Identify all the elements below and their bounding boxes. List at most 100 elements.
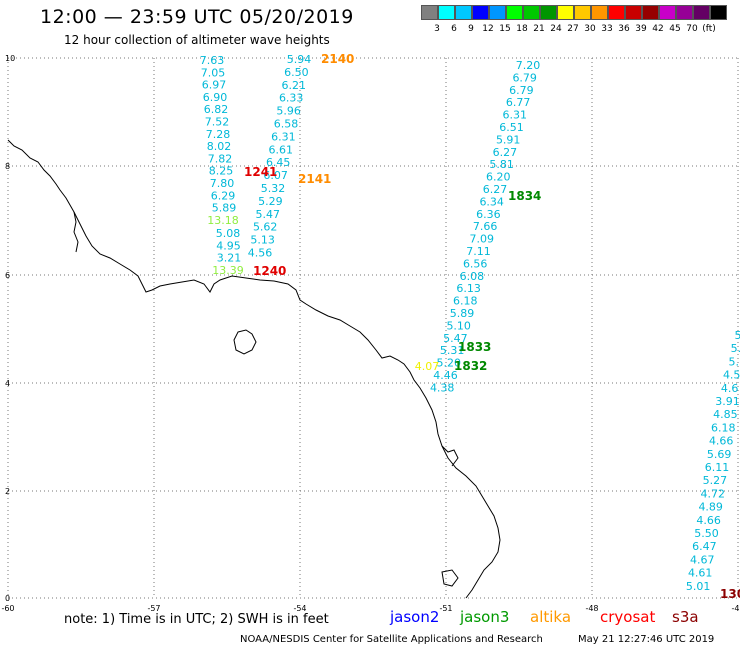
- x-tick-label: -51: [439, 604, 452, 613]
- legend-label: 70: [686, 24, 698, 34]
- wave-height-value: 5.13: [250, 234, 275, 247]
- legend-label: 9: [468, 24, 474, 34]
- wave-height-value: 5: [735, 329, 740, 342]
- wave-height-value: 6.07: [263, 169, 288, 182]
- legend-swatch: [625, 5, 642, 20]
- legend-swatch: [693, 5, 710, 20]
- legend-swatch: [506, 5, 523, 20]
- wave-height-value: 4.5: [723, 369, 740, 382]
- wave-height-value: 6.97: [202, 79, 227, 92]
- track-label: 1240: [253, 264, 286, 278]
- wave-height-value: 7.09: [470, 233, 495, 246]
- page-title: 12:00 — 23:59 UTC 05/20/2019: [40, 6, 354, 28]
- wave-height-value: 4.07: [415, 360, 440, 373]
- wave-height-value: 5.08: [216, 227, 241, 240]
- wave-height-value: 4.72: [701, 487, 726, 500]
- wave-height-value: 7.05: [201, 66, 226, 79]
- wave-height-value: 5.69: [707, 448, 732, 461]
- wave-height-value: 5.91: [496, 133, 521, 146]
- wave-height-value: 6.21: [282, 79, 307, 92]
- y-tick-label: 6: [5, 271, 10, 280]
- wave-height-value: 8.25: [209, 165, 234, 178]
- legend-swatch: [676, 5, 693, 20]
- legend-label: 36: [618, 24, 630, 34]
- islet: [441, 569, 459, 587]
- wave-height-value: 5.50: [694, 527, 719, 540]
- wave-height-value: 6.47: [692, 540, 717, 553]
- wave-height-value: 6.56: [463, 257, 488, 270]
- y-tick-label: 2: [5, 487, 10, 496]
- wave-height-value: 6.13: [456, 282, 481, 295]
- satellite-label-s3a: s3a: [672, 608, 699, 626]
- axis-ticks: -60 -57 -54 -51 -48 -45 10 8 6 4 2 0: [1, 54, 740, 613]
- legend-swatch: [574, 5, 591, 20]
- track-label: 2141: [298, 172, 331, 186]
- wave-height-value: 7.20: [516, 59, 541, 72]
- wave-height-value: 6.45: [266, 156, 291, 169]
- wave-height-value: 6.29: [211, 189, 236, 202]
- wave-height-value: 6.11: [705, 461, 730, 474]
- legend-label: 21: [533, 24, 545, 34]
- y-tick-label: 0: [5, 594, 10, 603]
- wave-height-value: 4.66: [709, 435, 734, 448]
- legend-label: 27: [567, 24, 579, 34]
- page-subtitle: 12 hour collection of altimeter wave hei…: [64, 33, 330, 47]
- legend-swatch: [591, 5, 608, 20]
- legend-label: 33: [601, 24, 613, 34]
- wave-height-value: 4.67: [690, 553, 715, 566]
- wave-height-value: 8.02: [207, 140, 232, 153]
- coastline-estuary: [441, 445, 459, 467]
- legend-swatch: [438, 5, 455, 20]
- wave-height-value: 5.81: [489, 158, 514, 171]
- wave-height-value: 6.34: [479, 195, 504, 208]
- legend-label: 12: [482, 24, 494, 34]
- wave-height-value: 5.32: [261, 182, 286, 195]
- track-label: 2140: [321, 52, 354, 66]
- track-label: 1833: [458, 340, 491, 354]
- wave-height-value: 5.89: [212, 202, 237, 215]
- legend-swatch: [642, 5, 659, 20]
- generated-timestamp: May 21 12:27:46 UTC 2019: [578, 634, 715, 645]
- wave-height-value: 6.31: [271, 130, 296, 143]
- legend-label: 30: [584, 24, 596, 34]
- x-tick-label: -57: [147, 604, 160, 613]
- y-tick-label: 10: [5, 54, 15, 63]
- island: [233, 329, 257, 355]
- wave-height-value: 13.39: [212, 264, 244, 277]
- wave-height-value: 3.21: [217, 252, 242, 265]
- track-label: 1241: [244, 165, 277, 179]
- legend-swatch: [523, 5, 540, 20]
- legend-swatch: [489, 5, 506, 20]
- coastline-inlet: [73, 211, 79, 253]
- wave-height-value: 6.82: [204, 103, 229, 116]
- x-tick-label: -45: [731, 604, 740, 613]
- wave-height-value: 5.27: [703, 474, 728, 487]
- x-tick-label: -60: [1, 604, 14, 613]
- legend-label: 24: [550, 24, 562, 34]
- wave-height-value: 5.29: [258, 195, 283, 208]
- wave-height-value: 7.63: [200, 54, 225, 67]
- wave-height-value: 7.28: [206, 128, 231, 141]
- legend-unit: (ft): [702, 24, 716, 34]
- grid-lines: [7, 57, 739, 599]
- wave-height-value: 5.: [731, 342, 740, 355]
- wave-height-readings: 7.637.056.976.906.827.527.288.027.828.25…: [200, 53, 740, 593]
- track-labels: 2140 2141 1241 1240 1834 1833 1832 130: [244, 52, 740, 601]
- wave-height-value: 4.89: [698, 501, 723, 514]
- satellite-label-cryosat: cryosat: [600, 608, 656, 626]
- legend-label: 42: [652, 24, 664, 34]
- wave-height-value: 6.33: [279, 92, 304, 105]
- wave-height-value: 6.50: [284, 66, 309, 79]
- wave-height-value: 6.61: [269, 143, 294, 156]
- wave-height-value: 6.79: [512, 71, 537, 84]
- credit-text: NOAA/NESDIS Center for Satellite Applica…: [240, 634, 543, 645]
- track-label: 1832: [454, 359, 487, 373]
- satellite-label-jason3: jason3: [460, 608, 510, 626]
- wave-height-value: 4.56: [248, 247, 273, 260]
- wave-height-value: 6.18: [711, 421, 736, 434]
- wave-height-value: 7.11: [466, 245, 491, 258]
- legend-swatch: [455, 5, 472, 20]
- wave-height-value: 4.46: [433, 369, 458, 382]
- x-tick-label: -54: [293, 604, 306, 613]
- footer-note: note: 1) Time is in UTC; 2) SWH is in fe…: [64, 612, 329, 627]
